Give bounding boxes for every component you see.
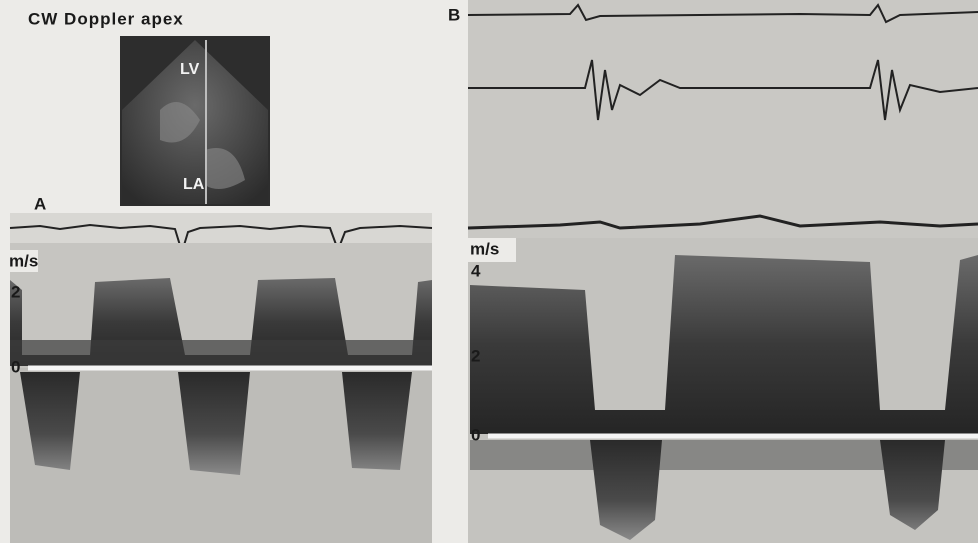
panel-label: A [34, 194, 46, 213]
tick-label: 4 [471, 261, 481, 280]
echo-title: CW Doppler apex [28, 9, 184, 28]
panel-label: B [448, 5, 460, 24]
tick-label: 2 [11, 282, 20, 301]
figure: CW Doppler apex LV LA A m/s 2 0 B m/s 4 … [0, 0, 978, 543]
tick-label: 0 [471, 425, 480, 444]
tick-label: 2 [471, 346, 480, 365]
recording-top [468, 0, 978, 238]
echo-label: LV [180, 61, 200, 78]
doppler-noise [10, 340, 432, 366]
echo-label: LA [183, 176, 205, 193]
unit-label: m/s [470, 239, 499, 258]
unit-label: m/s [9, 251, 38, 270]
tick-label: 0 [11, 357, 20, 376]
